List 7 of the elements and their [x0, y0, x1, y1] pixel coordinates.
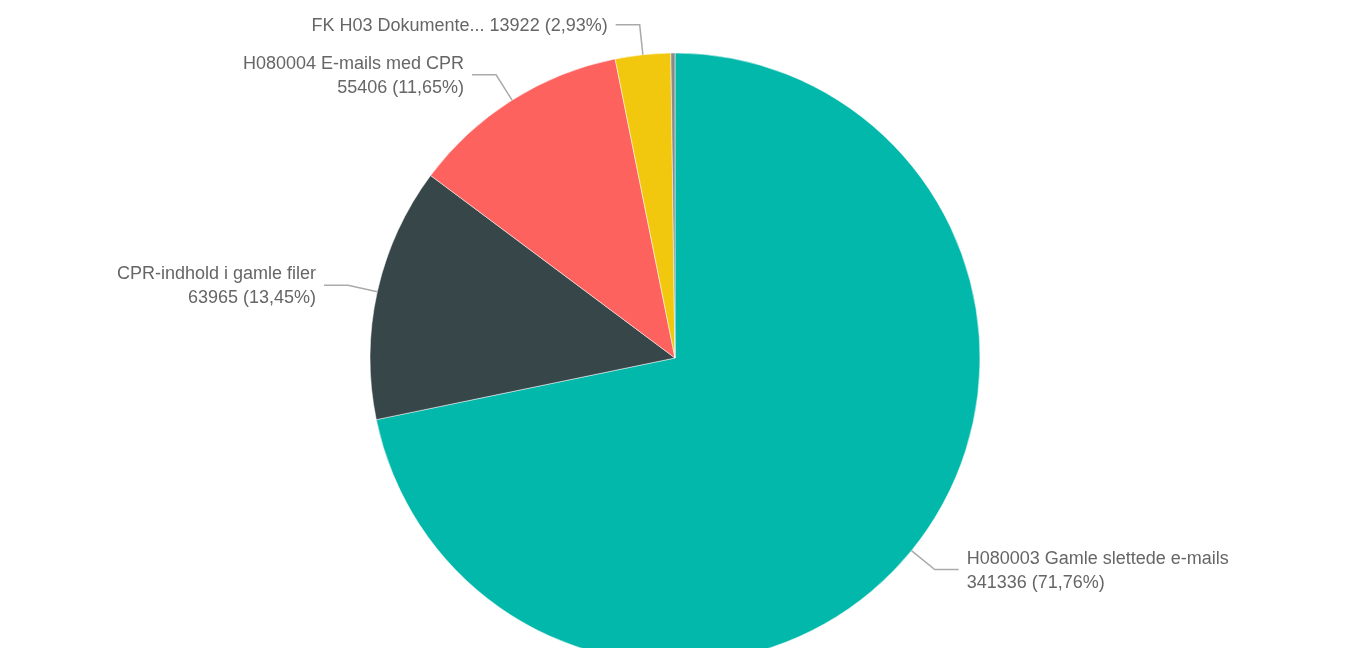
- data-label: 341336 (71,76%): [966, 571, 1105, 592]
- slice-label: H080003 Gamle slettede e-mails: [966, 547, 1229, 568]
- slice-label: FK H03 Dokumente... 13922 (2,93%): [311, 14, 608, 35]
- data-label: 55406 (11,65%): [337, 76, 465, 97]
- slice-label: H080004 E-mails med CPR: [242, 52, 465, 73]
- slice-label: CPR-indhold i gamle filer: [116, 263, 316, 284]
- data-label: 63965 (13,45%): [187, 287, 316, 308]
